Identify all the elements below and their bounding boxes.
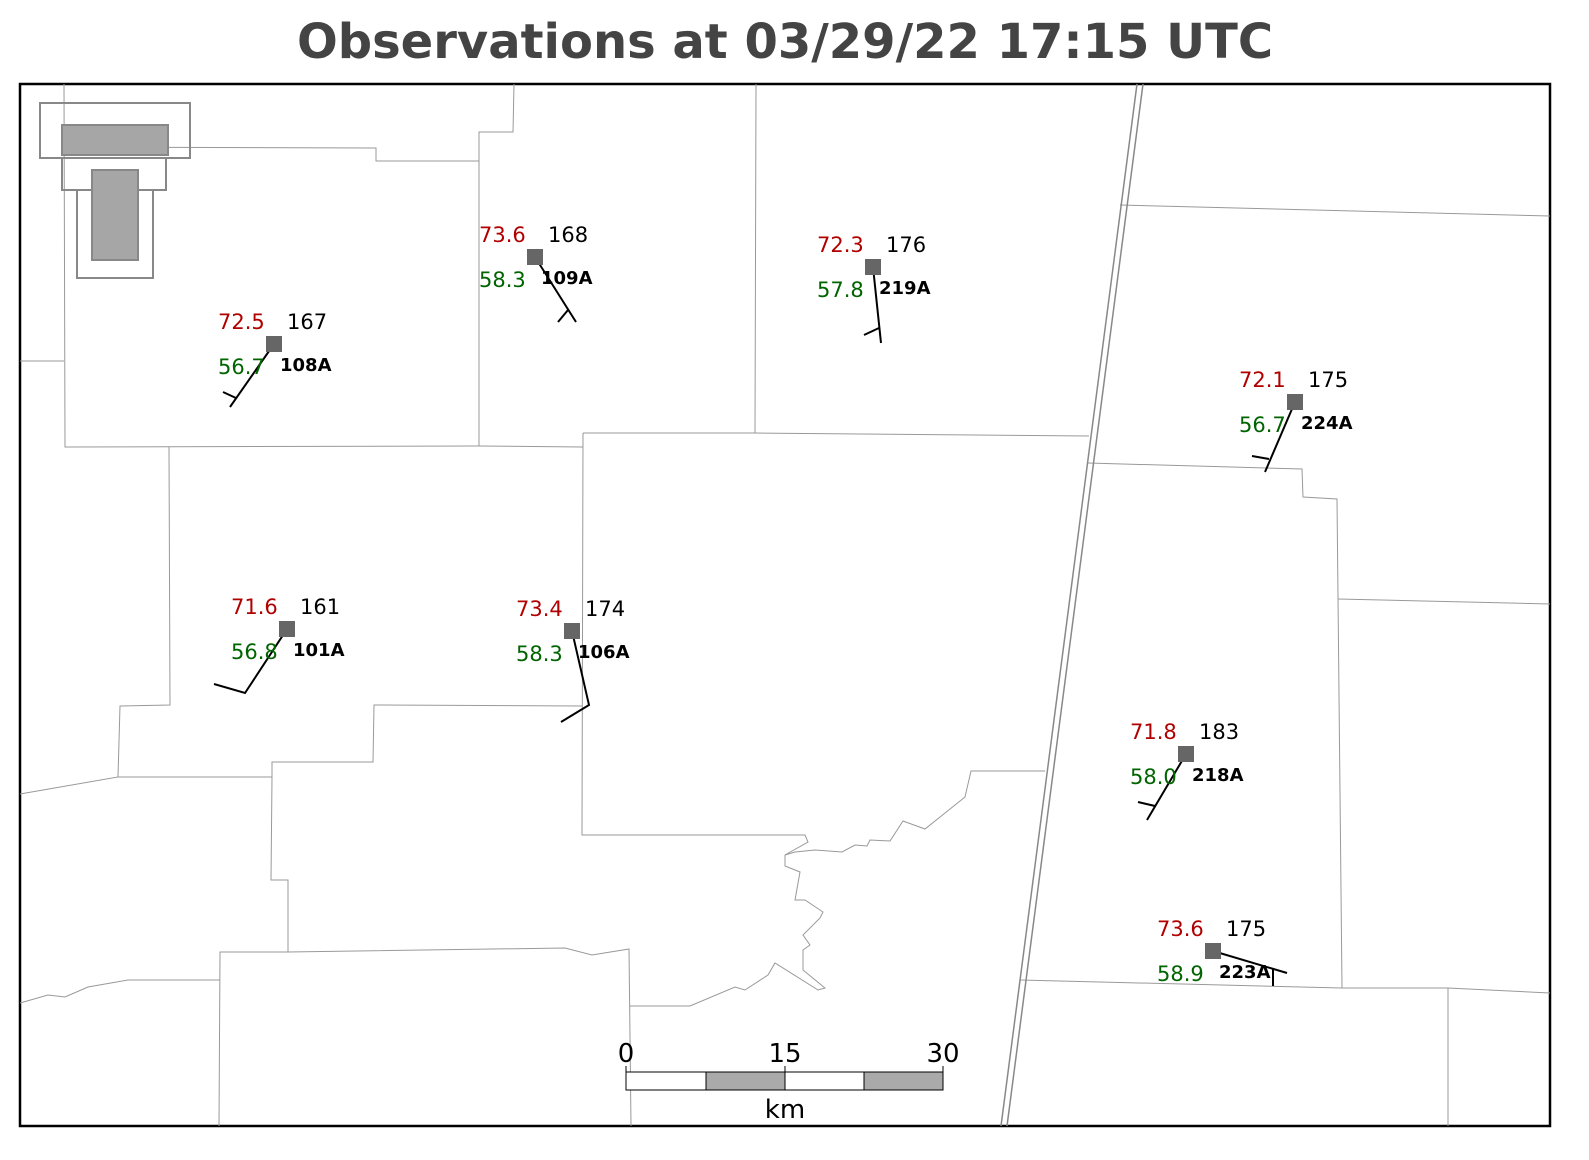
- scale-unit: km: [765, 1095, 805, 1125]
- station-value: 161: [300, 595, 340, 619]
- scale-tick: 0: [618, 1039, 635, 1069]
- station-value: 183: [1199, 720, 1239, 744]
- station-marker: [279, 621, 295, 637]
- temperature: 72.5: [218, 310, 265, 334]
- station-marker: [865, 259, 881, 275]
- wind-barbs: [213, 256, 1296, 986]
- scale-bar: 0 15 30 km: [618, 1039, 960, 1125]
- dewpoint: 57.8: [817, 278, 864, 302]
- station-id: 223A: [1219, 962, 1271, 983]
- dewpoint: 56.7: [218, 355, 265, 379]
- dewpoint: 58.9: [1157, 962, 1204, 986]
- station-value: 175: [1226, 917, 1266, 941]
- station-value: 168: [548, 223, 588, 247]
- station-id: 109A: [541, 268, 593, 289]
- station-id: 101A: [293, 640, 345, 661]
- dewpoint: 58.3: [479, 268, 526, 292]
- dewpoint: 58.0: [1130, 765, 1177, 789]
- station-id: 108A: [280, 355, 332, 376]
- dewpoint: 56.7: [1239, 413, 1286, 437]
- station-marker: [266, 336, 282, 352]
- temperature: 73.4: [516, 597, 563, 621]
- county-lines: [19, 83, 1551, 1127]
- logo: [39, 102, 191, 279]
- temperature: 71.6: [231, 595, 278, 619]
- station-id: 219A: [879, 278, 931, 299]
- station-marker: [527, 249, 543, 265]
- temperature: 72.1: [1239, 368, 1286, 392]
- station-marker: [1178, 746, 1194, 762]
- station-value: 175: [1308, 368, 1348, 392]
- station-value: 167: [287, 310, 327, 334]
- title: Observations at 03/29/22 17:15 UTC: [297, 14, 1273, 70]
- temperature: 73.6: [1157, 917, 1204, 941]
- temperature: 72.3: [817, 233, 864, 257]
- dewpoint: 56.8: [231, 640, 278, 664]
- dewpoint: 58.3: [516, 642, 563, 666]
- station-marker: [1205, 943, 1221, 959]
- station-marker: [564, 623, 580, 639]
- scale-tick: 30: [926, 1039, 959, 1069]
- stations: 72.5 167 56.7 108A 73.6 168 58.3 109A 72.3 176 57.…: [218, 223, 1353, 986]
- temperature: 73.6: [479, 223, 526, 247]
- station-id: 224A: [1301, 413, 1353, 434]
- temperature: 71.8: [1130, 720, 1177, 744]
- scale-tick: 15: [768, 1039, 801, 1069]
- station-value: 176: [886, 233, 926, 257]
- station-marker: [1287, 394, 1303, 410]
- station-id: 218A: [1192, 765, 1244, 786]
- station-value: 174: [585, 597, 625, 621]
- station-id: 106A: [578, 642, 630, 663]
